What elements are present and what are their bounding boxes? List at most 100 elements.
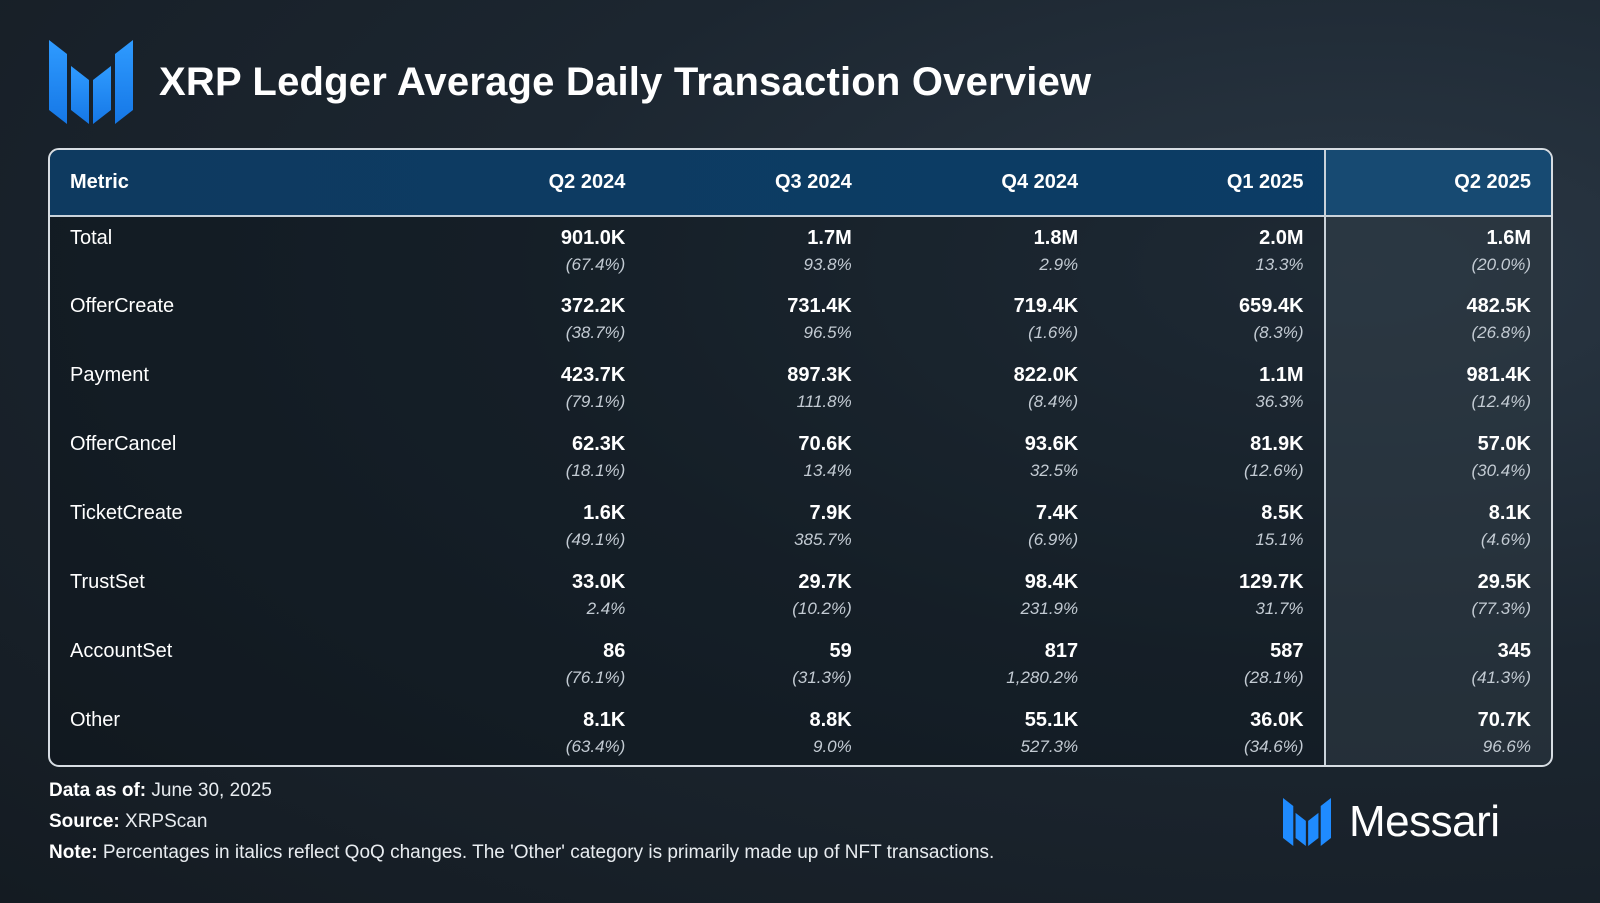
- cell-qoq-change: (20.0%): [1471, 255, 1531, 274]
- table-cell: 29.7K (10.2%): [645, 561, 871, 630]
- cell-value: 587: [1270, 640, 1304, 662]
- cell-value: 901.0K: [560, 227, 626, 249]
- table-row: Other 8.1K (63.4%) 8.8K 9.0% 55.1K 527.3% 36.0K…: [50, 699, 1551, 765]
- cell-qoq-change: (10.2%): [792, 599, 852, 618]
- metric-label: Payment: [70, 364, 149, 386]
- cell-value: 29.7K: [798, 571, 852, 593]
- transactions-table: Metric Q2 2024 Q3 2024 Q4 2024 Q1 2025 Q…: [48, 148, 1553, 767]
- cell-qoq-change: (63.4%): [565, 737, 626, 756]
- cell-value: 659.4K: [1239, 295, 1304, 317]
- metric-label: OfferCancel: [70, 433, 177, 455]
- cell-value: 423.7K: [560, 364, 626, 386]
- cell-qoq-change: 231.9%: [1020, 599, 1079, 618]
- table-cell: 587 (28.1%): [1098, 630, 1324, 699]
- table-cell: 86 (76.1%): [419, 630, 645, 699]
- cell-value: 62.3K: [571, 433, 626, 455]
- brand-logo: Messari: [1283, 797, 1500, 846]
- table-cell: 7.4K (6.9%): [872, 492, 1098, 561]
- cell-value: 55.1K: [1024, 709, 1079, 731]
- brand-name: Messari: [1349, 797, 1500, 846]
- cell-qoq-change: (31.3%): [792, 668, 852, 687]
- table-cell: 36.0K (34.6%): [1098, 699, 1324, 765]
- table-cell: 8.1K (63.4%): [419, 699, 645, 765]
- cell-value: 1.8M: [1033, 227, 1079, 249]
- table-cell: 731.4K 96.5%: [645, 285, 871, 354]
- cell-qoq-change: (6.9%): [1028, 530, 1079, 549]
- table-cell: 8.1K (4.6%): [1323, 492, 1551, 561]
- source: Source: XRPScan: [49, 811, 208, 832]
- cell-qoq-change: (12.6%): [1244, 461, 1304, 480]
- cell-qoq-change: 31.7%: [1255, 599, 1304, 618]
- table-cell: 55.1K 527.3%: [872, 699, 1098, 765]
- cell-qoq-change: 13.3%: [1255, 255, 1304, 274]
- cell-value: 482.5K: [1466, 295, 1532, 317]
- table-cell: 7.9K 385.7%: [645, 492, 871, 561]
- cell-value: 70.6K: [798, 433, 852, 455]
- table-row: Total 901.0K (67.4%) 1.7M 93.8% 1.8M 2.9% 2.0M 1…: [50, 216, 1551, 285]
- cell-qoq-change: 2.9%: [1039, 255, 1079, 274]
- cell-qoq-change: 2.4%: [586, 599, 626, 618]
- cell-qoq-change: (4.6%): [1480, 530, 1531, 549]
- note: Note: Percentages in italics reflect QoQ…: [49, 842, 995, 863]
- table-cell: 129.7K 31.7%: [1098, 561, 1324, 630]
- table-cell: 981.4K (12.4%): [1323, 354, 1551, 423]
- column-header-q2-2025: Q2 2025: [1323, 150, 1551, 217]
- table-cell: 70.7K 96.6%: [1323, 699, 1551, 765]
- cell-value: 57.0K: [1477, 433, 1531, 455]
- table-cell: 1.1M 36.3%: [1098, 354, 1324, 423]
- table-cell: 62.3K (18.1%): [419, 423, 645, 492]
- cell-qoq-change: (76.1%): [565, 668, 626, 687]
- table-cell: 901.0K (67.4%): [419, 216, 645, 285]
- cell-value: 8.5K: [1261, 502, 1304, 524]
- cell-qoq-change: 385.7%: [794, 530, 852, 549]
- metric-label: AccountSet: [70, 640, 173, 662]
- cell-qoq-change: 111.8%: [796, 392, 852, 411]
- footer-notes: Data as of: June 30, 2025 Source: XRPSca…: [49, 775, 994, 868]
- metric-label: OfferCreate: [70, 295, 175, 317]
- cell-value: 817: [1044, 640, 1079, 662]
- cell-qoq-change: 527.3%: [1020, 737, 1079, 756]
- cell-value: 98.4K: [1024, 571, 1079, 593]
- table-cell: 719.4K (1.6%): [872, 285, 1098, 354]
- table-row: TicketCreate 1.6K (49.1%) 7.9K 385.7% 7.4K (6.…: [50, 492, 1551, 561]
- cell-qoq-change: (34.6%): [1244, 737, 1304, 756]
- cell-qoq-change: (8.4%): [1028, 392, 1079, 411]
- table-cell: 1.7M 93.8%: [645, 216, 871, 285]
- cell-value: 719.4K: [1013, 295, 1079, 317]
- cell-qoq-change: 13.4%: [803, 461, 852, 480]
- cell-qoq-change: 96.6%: [1482, 737, 1531, 756]
- cell-value: 1.1M: [1259, 364, 1304, 386]
- metric-label: TicketCreate: [70, 502, 183, 524]
- cell-value: 129.7K: [1239, 571, 1304, 593]
- cell-value: 897.3K: [787, 364, 852, 386]
- cell-value: 59: [829, 640, 852, 662]
- cell-value: 8.8K: [809, 709, 852, 731]
- column-header-metric: Metric: [50, 150, 419, 217]
- messari-logo-icon: [49, 40, 133, 124]
- table-cell: 70.6K 13.4%: [645, 423, 871, 492]
- cell-qoq-change: (1.6%): [1028, 323, 1079, 342]
- cell-qoq-change: 36.3%: [1255, 392, 1304, 411]
- cell-value: 7.4K: [1035, 502, 1079, 524]
- table-cell: 8.5K 15.1%: [1098, 492, 1324, 561]
- metric-label: Total: [70, 227, 113, 249]
- table-cell: 29.5K (77.3%): [1323, 561, 1551, 630]
- cell-qoq-change: 93.8%: [803, 255, 852, 274]
- cell-value: 36.0K: [1250, 709, 1304, 731]
- cell-value: 81.9K: [1250, 433, 1304, 455]
- table-cell: 57.0K (30.4%): [1323, 423, 1551, 492]
- column-header-q1-2025: Q1 2025: [1098, 150, 1325, 217]
- data-as-of: Data as of: June 30, 2025: [49, 780, 272, 801]
- cell-qoq-change: (38.7%): [565, 323, 626, 342]
- cell-qoq-change: 96.5%: [803, 323, 852, 342]
- cell-qoq-change: (41.3%): [1471, 668, 1531, 687]
- cell-qoq-change: (77.3%): [1471, 599, 1531, 618]
- cell-value: 1.6K: [583, 502, 626, 524]
- cell-value: 86: [603, 640, 626, 662]
- cell-qoq-change: (30.4%): [1471, 461, 1531, 480]
- cell-qoq-change: (49.1%): [565, 530, 626, 549]
- cell-qoq-change: (18.1%): [565, 461, 626, 480]
- table-cell: 482.5K (26.8%): [1323, 285, 1551, 354]
- messari-logo-icon: [1283, 798, 1331, 846]
- table-cell: 372.2K (38.7%): [419, 285, 645, 354]
